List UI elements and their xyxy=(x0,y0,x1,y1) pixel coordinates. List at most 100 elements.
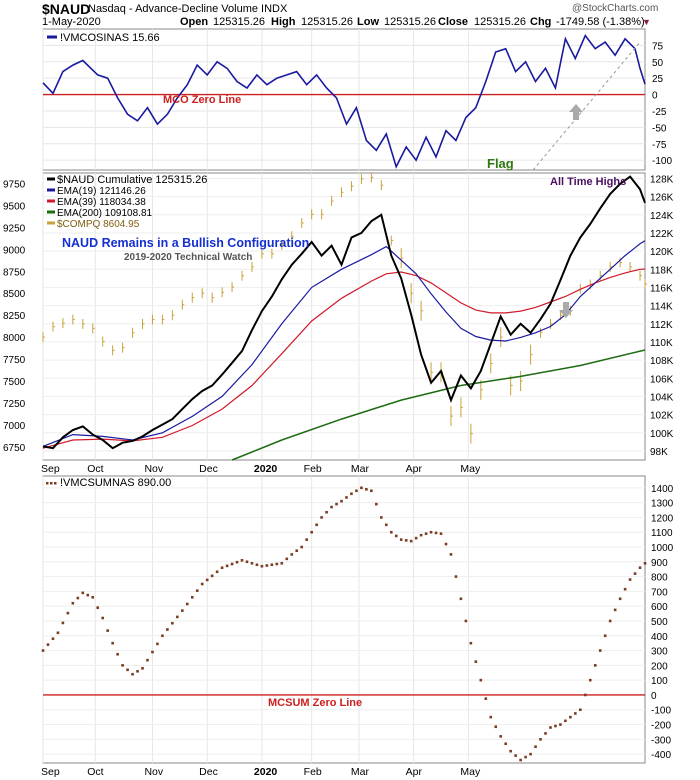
mcsum-legend-dot xyxy=(50,482,53,485)
mcsum-point xyxy=(181,609,184,612)
mcsum-y-tick-label: 700 xyxy=(651,587,668,598)
chg-label: Chg xyxy=(530,16,552,28)
mcsum-point xyxy=(136,669,139,673)
mcsum-point xyxy=(494,725,498,729)
mcsum-point xyxy=(265,564,269,567)
mcsum-point xyxy=(66,611,70,615)
mcsum-point xyxy=(384,523,388,527)
naud-x-tick-label: Mar xyxy=(351,463,370,475)
open-value: 125315.26 xyxy=(213,16,265,28)
mcsum-point xyxy=(255,563,259,567)
mcsum-point xyxy=(360,486,363,490)
mcsum-point xyxy=(161,634,164,638)
mcsum-point xyxy=(220,566,224,570)
mcsum-point xyxy=(593,664,597,667)
mcsum-point xyxy=(275,562,279,566)
mco-y-tick-label: -100 xyxy=(652,156,672,167)
mcsum-point xyxy=(444,542,448,546)
naud-x-tick-label: 2020 xyxy=(254,463,278,475)
mcsum-point xyxy=(564,719,567,723)
mcsum-point xyxy=(101,616,105,620)
mco-dashed-trendline xyxy=(532,41,641,171)
naud-legend-label: $COMPQ 8604.95 xyxy=(57,219,140,230)
naud-right-tick-label: 126K xyxy=(650,193,674,204)
mco-legend-label: !VMCOSINAS 15.66 xyxy=(60,32,160,44)
ema200-line xyxy=(231,349,646,461)
mcsum-y-tick-label: 600 xyxy=(651,602,668,613)
mco-y-tick-label: -50 xyxy=(652,123,667,134)
mcsum-point xyxy=(111,641,114,645)
naud-annotation-title: NAUD Remains in a Bullish Configuration xyxy=(62,236,309,250)
mcsum-y-tick-label: 800 xyxy=(651,573,668,584)
close-label: Close xyxy=(438,16,468,28)
mcsum-zero-line-label: MCSUM Zero Line xyxy=(268,697,362,709)
mcsum-point xyxy=(424,532,428,535)
naud-right-tick-label: 122K xyxy=(650,229,674,240)
mcsum-point xyxy=(559,723,562,726)
mcsum-legend-dot xyxy=(54,482,57,485)
mcsum-y-tick-label: -400 xyxy=(651,750,671,761)
mco-y-tick-label: -25 xyxy=(652,107,667,118)
mcsum-point xyxy=(375,502,378,506)
mcsum-point xyxy=(280,561,284,565)
chart-header: $NAUD Nasdaq - Advance-Decline Volume IN… xyxy=(0,0,700,30)
mcsum-point xyxy=(225,564,229,568)
chg-value: -1749.58 (-1.38%) xyxy=(556,16,645,28)
mcsum-point xyxy=(469,641,473,645)
mcsum-y-tick-label: 200 xyxy=(651,661,668,672)
naud-right-tick-label: 116K xyxy=(650,283,673,294)
naud-right-tick-label: 108K xyxy=(650,356,674,367)
mcsum-point xyxy=(434,531,438,535)
mcsum-point xyxy=(126,668,129,672)
mcsum-point xyxy=(643,561,647,565)
mcsum-point xyxy=(176,615,179,619)
naud-legend-label: EMA(200) 109108.81 xyxy=(57,208,153,219)
mcsum-point xyxy=(315,523,318,527)
mcsum-point xyxy=(245,560,249,564)
mcsum-point xyxy=(240,559,244,562)
mcsum-point xyxy=(628,578,632,581)
naud-left-tick-label: 8000 xyxy=(3,333,26,344)
mcsum-y-tick-label: 1000 xyxy=(651,543,674,554)
mcsum-point xyxy=(106,629,109,632)
naud-cumulative-line xyxy=(42,175,646,450)
mcsum-point xyxy=(464,619,468,623)
mcsum-x-tick-label: Dec xyxy=(199,766,218,778)
mcsum-point xyxy=(210,574,214,578)
mcsum-legend-dot xyxy=(46,482,49,485)
mcsum-point xyxy=(195,589,199,592)
mcsum-x-tick-label: Oct xyxy=(87,766,103,778)
mcsum-x-tick-label: 2020 xyxy=(254,766,278,778)
mcsum-point xyxy=(200,582,204,586)
mcsum-point xyxy=(116,652,119,656)
naud-right-tick-label: 120K xyxy=(650,247,674,258)
mcsum-point xyxy=(350,492,353,496)
mcsum-y-tick-label: 900 xyxy=(651,558,668,569)
naud-left-tick-label: 7750 xyxy=(3,355,26,366)
up-arrow-icon xyxy=(569,104,583,120)
mcsum-point xyxy=(509,749,512,753)
mcsum-point xyxy=(544,732,547,735)
mcsum-point xyxy=(151,650,154,654)
mcsum-point xyxy=(404,539,408,542)
flag-label: Flag xyxy=(487,156,514,171)
mcsum-point xyxy=(285,557,289,561)
mcsum-point xyxy=(474,660,478,663)
naud-right-tick-label: 118K xyxy=(650,265,673,276)
mcsum-point xyxy=(141,667,144,670)
mcsum-point xyxy=(335,502,338,506)
mcsum-point xyxy=(618,597,622,601)
mcsum-x-tick-label: Sep xyxy=(41,766,60,778)
mcsum-point xyxy=(439,532,443,535)
mcsum-point xyxy=(524,755,527,759)
mcsum-point xyxy=(539,738,542,741)
mco-y-tick-label: 50 xyxy=(652,58,664,69)
mcsum-point xyxy=(454,575,458,578)
copyright: @StockCharts.com xyxy=(572,3,659,14)
naud-left-tick-label: 8250 xyxy=(3,311,26,322)
mcsum-point xyxy=(459,597,463,601)
mcsum-point xyxy=(250,561,254,565)
mcsum-legend-label: !VMCSUMNAS 890.00 xyxy=(60,477,171,489)
mcsum-point xyxy=(554,724,557,728)
mcsum-point xyxy=(300,545,304,549)
